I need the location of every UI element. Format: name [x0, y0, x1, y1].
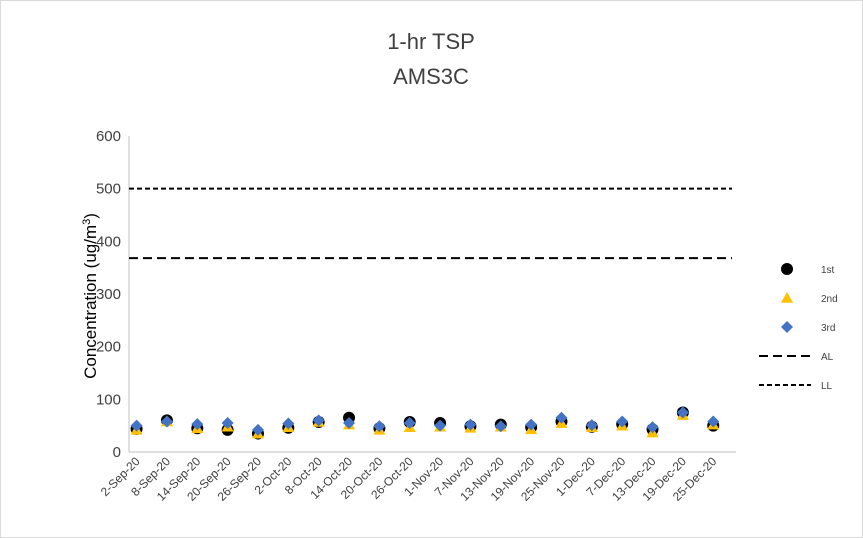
data-point-3rd: [160, 415, 173, 428]
legend-marker-1st: [781, 263, 793, 275]
data-point-3rd: [707, 415, 720, 428]
y-tick-label: 0: [113, 444, 121, 461]
y-tick-label: 100: [96, 391, 121, 408]
data-point-3rd: [555, 411, 568, 424]
legend-label-3rd: 3rd: [821, 323, 835, 334]
data-point-3rd: [585, 419, 598, 432]
legend: 1st 2nd 3rd AL LL: [759, 263, 838, 392]
chart-title: 1-hr TSP: [387, 29, 475, 54]
data-point-3rd: [343, 417, 356, 430]
y-tick-label: 400: [96, 233, 121, 250]
y-tick-label: 600: [96, 128, 121, 145]
data-point-3rd: [434, 419, 447, 432]
y-tick-label: 300: [96, 286, 121, 303]
data-point-3rd: [130, 419, 143, 432]
legend-marker-2nd: [781, 292, 793, 303]
legend-marker-3rd: [781, 321, 793, 333]
y-axis-label: Concentration (ug/m3): [81, 213, 100, 379]
data-point-3rd: [251, 423, 264, 436]
data-point-3rd: [525, 418, 538, 431]
y-tick-label: 500: [96, 181, 121, 198]
legend-label-1st: 1st: [821, 265, 835, 276]
data-point-3rd: [403, 417, 416, 430]
data-point-3rd: [191, 418, 204, 431]
data-point-3rd: [282, 417, 295, 430]
plot-area: 01002003004005006002-Sep-208-Sep-2014-Se…: [96, 128, 736, 504]
data-point-3rd: [494, 420, 507, 433]
data-point-3rd: [221, 417, 234, 430]
chart-subtitle: AMS3C: [393, 64, 469, 89]
data-point-3rd: [646, 421, 659, 434]
legend-label-ll: LL: [821, 381, 833, 392]
data-point-3rd: [464, 418, 477, 431]
legend-label-al: AL: [821, 352, 834, 363]
data-point-3rd: [616, 415, 629, 428]
legend-label-2nd: 2nd: [821, 294, 838, 305]
data-point-3rd: [312, 414, 325, 427]
data-point-3rd: [373, 420, 386, 433]
data-point-3rd: [676, 406, 689, 419]
y-tick-label: 200: [96, 339, 121, 356]
